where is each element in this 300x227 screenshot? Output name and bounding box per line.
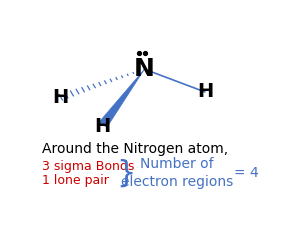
Text: Around the Nitrogen atom,: Around the Nitrogen atom, (42, 142, 228, 156)
Text: 1 lone pair: 1 lone pair (42, 174, 109, 187)
Text: N: N (134, 57, 155, 81)
Polygon shape (98, 69, 145, 127)
Text: Number of
electron regions: Number of electron regions (121, 157, 233, 189)
Text: H: H (197, 82, 213, 101)
Text: 3 sigma Bonds: 3 sigma Bonds (42, 160, 134, 173)
Text: H: H (52, 88, 69, 107)
Text: H: H (94, 117, 111, 136)
Text: = 4: = 4 (234, 166, 259, 180)
Text: }: } (116, 159, 136, 188)
